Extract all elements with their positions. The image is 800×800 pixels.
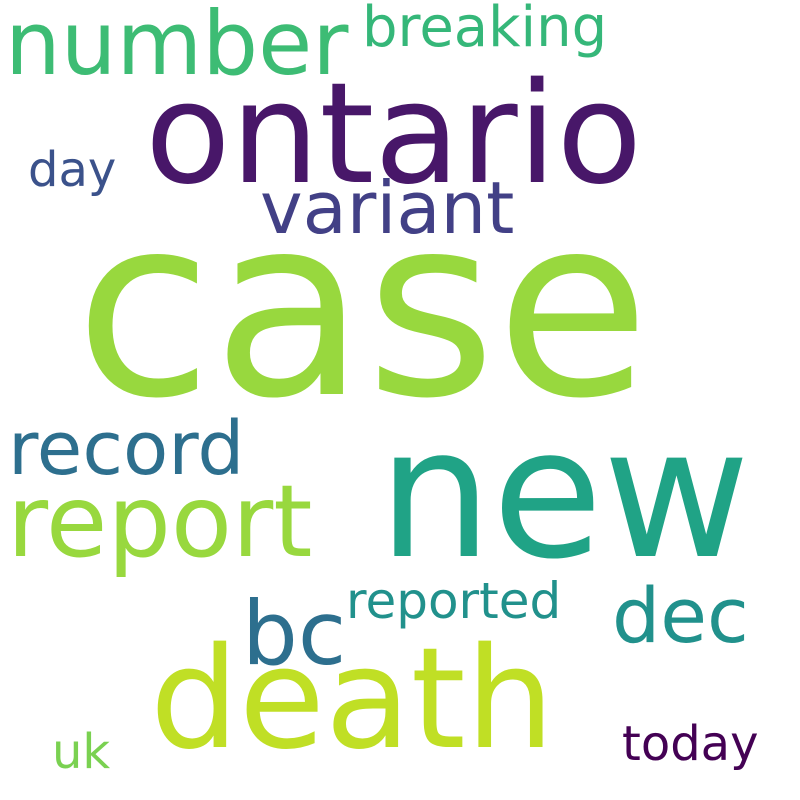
word-dec: dec <box>612 571 749 660</box>
word-case: case <box>75 162 650 453</box>
word-today: today <box>622 716 759 772</box>
word-new: new <box>378 390 751 599</box>
word-record: record <box>8 406 245 492</box>
word-day: day <box>28 142 117 198</box>
word-ontario: ontario <box>145 53 643 216</box>
word-variant: variant <box>260 166 515 250</box>
word-uk: uk <box>52 724 111 780</box>
word-number: number <box>5 0 349 95</box>
word-bc: bc <box>242 582 347 685</box>
word-death: death <box>150 618 555 781</box>
word-report: report <box>7 463 313 580</box>
word-reported: reported <box>346 572 562 630</box>
word-breaking: breaking <box>362 0 608 60</box>
